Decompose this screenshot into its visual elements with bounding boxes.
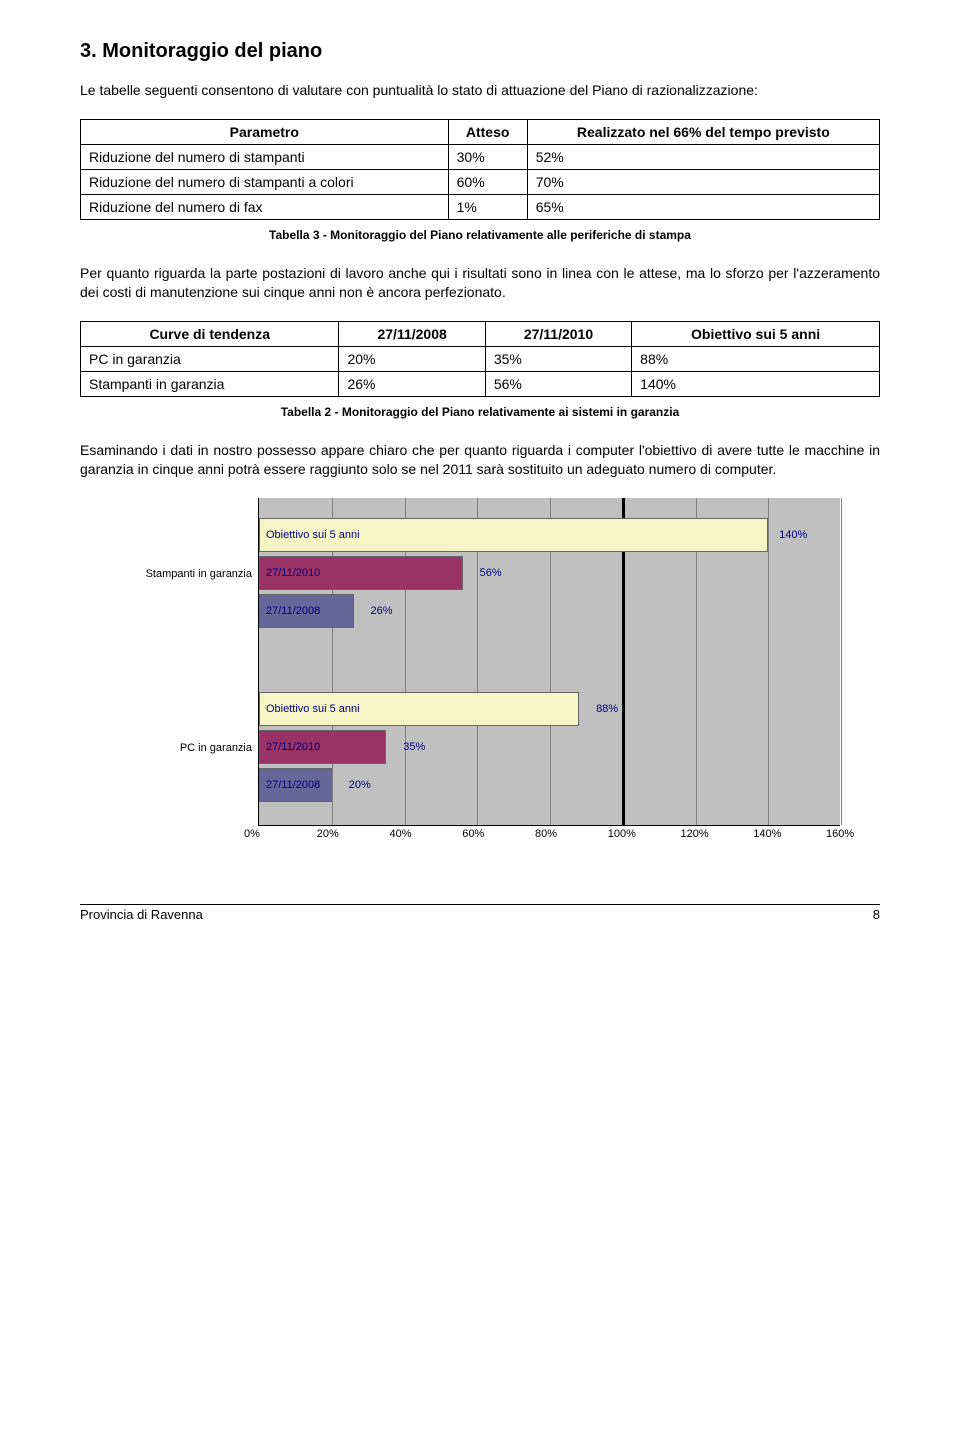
chart-garanzia: Stampanti in garanzia PC in garanzia Obie… bbox=[120, 498, 840, 844]
table1-r0c2: 52% bbox=[527, 144, 879, 169]
paragraph-3: Esaminando i dati in nostro possesso app… bbox=[80, 441, 880, 480]
bar-value-label: 56% bbox=[480, 567, 502, 579]
table1-r2c2: 65% bbox=[527, 194, 879, 219]
bar-inner-label: Obiettivo sui 5 anni bbox=[260, 529, 360, 541]
intro-paragraph: Le tabelle seguenti consentono di valuta… bbox=[80, 81, 880, 101]
y-axis-label: PC in garanzia bbox=[180, 742, 252, 754]
table2-col2: 27/11/2010 bbox=[485, 321, 631, 346]
bar-inner-label: 27/11/2008 bbox=[260, 605, 320, 617]
table-garanzia: Curve di tendenza 27/11/2008 27/11/2010 … bbox=[80, 321, 880, 397]
x-axis-tick: 20% bbox=[317, 828, 339, 840]
x-axis-tick: 0% bbox=[244, 828, 260, 840]
table1-r1c1: 60% bbox=[448, 169, 527, 194]
table-row: Stampanti in garanzia 26% 56% 140% bbox=[81, 371, 880, 396]
table1-r2c0: Riduzione del numero di fax bbox=[81, 194, 449, 219]
table-periferiche: Parametro Atteso Realizzato nel 66% del … bbox=[80, 119, 880, 220]
x-axis-tick: 80% bbox=[535, 828, 557, 840]
table-row: Riduzione del numero di stampanti a colo… bbox=[81, 169, 880, 194]
table2-r0c2: 35% bbox=[485, 346, 631, 371]
chart-bar: 27/11/201056% bbox=[259, 556, 463, 590]
page-number: 8 bbox=[873, 907, 880, 922]
table1-col0: Parametro bbox=[81, 119, 449, 144]
table2-r0c1: 20% bbox=[339, 346, 485, 371]
x-axis-tick: 140% bbox=[753, 828, 781, 840]
table1-r0c0: Riduzione del numero di stampanti bbox=[81, 144, 449, 169]
chart-bar: 27/11/200820% bbox=[259, 768, 332, 802]
chart-bar: Obiettivo sui 5 anni140% bbox=[259, 518, 768, 552]
chart-bar: 27/11/201035% bbox=[259, 730, 386, 764]
y-axis-label: Stampanti in garanzia bbox=[146, 568, 252, 580]
table-row: Riduzione del numero di stampanti 30% 52… bbox=[81, 144, 880, 169]
table1-col2: Realizzato nel 66% del tempo previsto bbox=[527, 119, 879, 144]
table2-r1c0: Stampanti in garanzia bbox=[81, 371, 339, 396]
table1-r1c2: 70% bbox=[527, 169, 879, 194]
table2-col1: 27/11/2008 bbox=[339, 321, 485, 346]
table2-r0c0: PC in garanzia bbox=[81, 346, 339, 371]
table1-r2c1: 1% bbox=[448, 194, 527, 219]
table2-r1c1: 26% bbox=[339, 371, 485, 396]
x-axis-tick: 120% bbox=[681, 828, 709, 840]
page-footer: Provincia di Ravenna 8 bbox=[80, 904, 880, 922]
table2-col3: Obiettivo sui 5 anni bbox=[632, 321, 880, 346]
table2-r1c3: 140% bbox=[632, 371, 880, 396]
section-title: 3. Monitoraggio del piano bbox=[80, 40, 880, 63]
table2-caption: Tabella 2 - Monitoraggio del Piano relat… bbox=[80, 405, 880, 419]
bar-inner-label: Obiettivo sui 5 anni bbox=[260, 703, 360, 715]
bar-value-label: 88% bbox=[596, 703, 618, 715]
bar-inner-label: 27/11/2010 bbox=[260, 741, 320, 753]
x-axis-tick: 40% bbox=[390, 828, 412, 840]
table1-r1c0: Riduzione del numero di stampanti a colo… bbox=[81, 169, 449, 194]
table-row: Riduzione del numero di fax 1% 65% bbox=[81, 194, 880, 219]
bar-value-label: 26% bbox=[371, 605, 393, 617]
paragraph-2: Per quanto riguarda la parte postazioni … bbox=[80, 264, 880, 303]
table2-r0c3: 88% bbox=[632, 346, 880, 371]
bar-inner-label: 27/11/2010 bbox=[260, 567, 320, 579]
footer-left: Provincia di Ravenna bbox=[80, 907, 203, 922]
table1-caption: Tabella 3 - Monitoraggio del Piano relat… bbox=[80, 228, 880, 242]
x-axis-tick: 160% bbox=[826, 828, 854, 840]
table2-r1c2: 56% bbox=[485, 371, 631, 396]
bar-inner-label: 27/11/2008 bbox=[260, 779, 320, 791]
table1-col1: Atteso bbox=[448, 119, 527, 144]
table-row: PC in garanzia 20% 35% 88% bbox=[81, 346, 880, 371]
x-axis-tick: 60% bbox=[462, 828, 484, 840]
table2-col0: Curve di tendenza bbox=[81, 321, 339, 346]
chart-bar: Obiettivo sui 5 anni88% bbox=[259, 692, 579, 726]
bar-value-label: 35% bbox=[403, 741, 425, 753]
bar-value-label: 20% bbox=[349, 779, 371, 791]
table1-r0c1: 30% bbox=[448, 144, 527, 169]
bar-value-label: 140% bbox=[779, 529, 807, 541]
chart-bar: 27/11/200826% bbox=[259, 594, 354, 628]
x-axis-tick: 100% bbox=[608, 828, 636, 840]
